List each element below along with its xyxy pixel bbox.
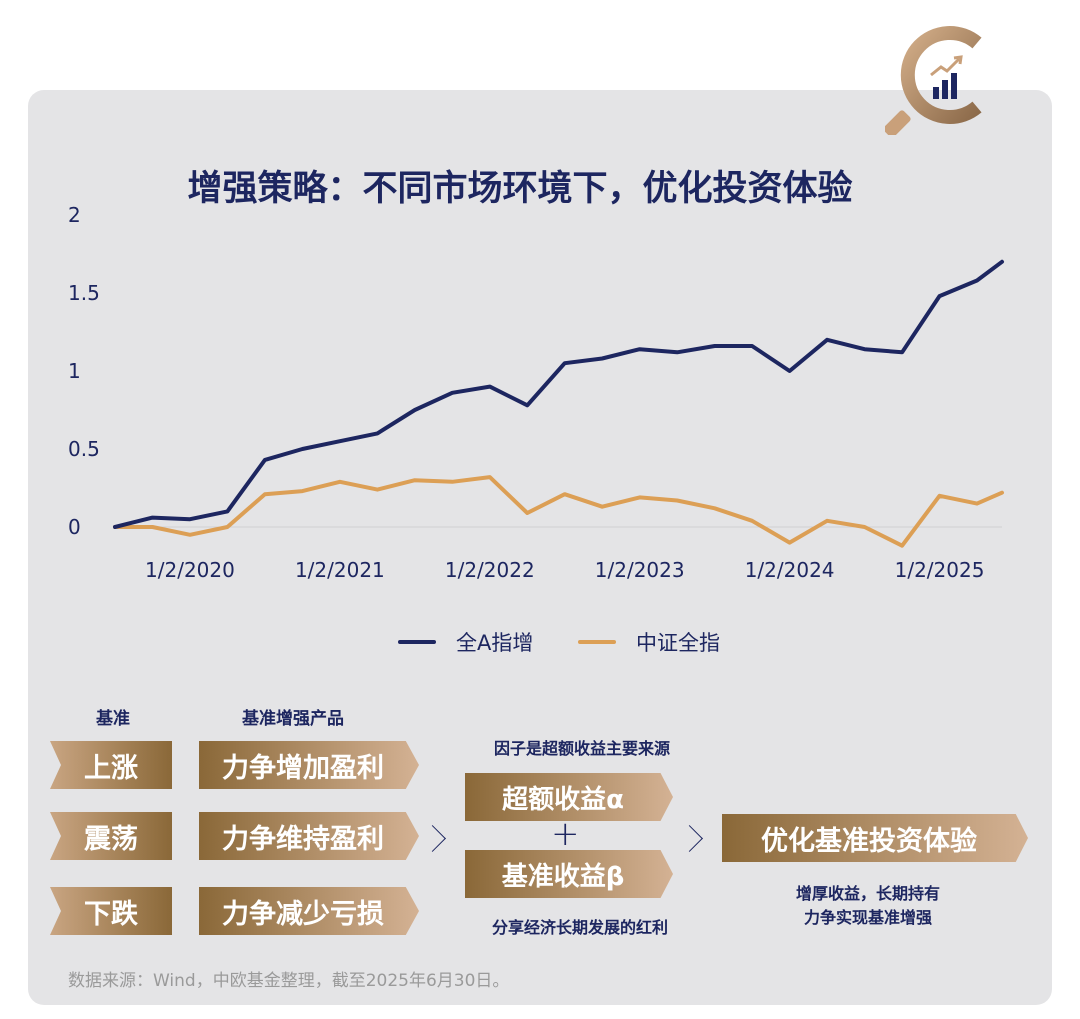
series-line-0 bbox=[113, 259, 1004, 529]
alpha-tag: 超额收益α bbox=[465, 773, 673, 821]
product-tag-down: 力争减少亏损 bbox=[199, 887, 419, 935]
base-tag-range: 震荡 bbox=[50, 812, 172, 860]
x-tick-label: 1/2/2021 bbox=[295, 558, 385, 582]
x-tick-label: 1/2/2024 bbox=[745, 558, 835, 582]
column-head-product: 基准增强产品 bbox=[242, 709, 344, 729]
x-tick-label: 1/2/2025 bbox=[895, 558, 985, 582]
chart-title: 增强策略：不同市场环境下，优化投资体验 bbox=[187, 169, 853, 209]
product-tag-label: 力争增加盈利 bbox=[222, 752, 384, 784]
result-note-1: 增厚收益，长期持有 bbox=[795, 884, 940, 903]
beta-label: 基准收益β bbox=[501, 861, 625, 892]
y-tick-label: 0 bbox=[68, 515, 81, 539]
source-note: 数据来源：Wind，中欧基金整理，截至2025年6月30日。 bbox=[68, 971, 510, 991]
product-tag-range: 力争维持盈利 bbox=[199, 812, 419, 860]
base-tag-up: 上涨 bbox=[50, 741, 172, 789]
result-tag: 优化基准投资体验 bbox=[722, 814, 1028, 862]
product-tag-label: 力争维持盈利 bbox=[222, 823, 384, 855]
y-tick-label: 0.5 bbox=[68, 437, 100, 461]
product-tag-label: 力争减少亏损 bbox=[222, 898, 384, 930]
series-line-1 bbox=[113, 475, 1004, 548]
base-tag-label: 上涨 bbox=[84, 752, 138, 784]
base-tag-label: 下跌 bbox=[84, 898, 138, 930]
y-tick-label: 1 bbox=[68, 359, 81, 383]
product-tag-up: 力争增加盈利 bbox=[199, 741, 419, 789]
x-tick-label: 1/2/2023 bbox=[595, 558, 685, 582]
magnifier-chart-logo-icon bbox=[885, 26, 982, 135]
base-tag-label: 震荡 bbox=[84, 823, 138, 855]
x-tick-label: 1/2/2020 bbox=[145, 558, 235, 582]
legend-label-a: 全A指增 bbox=[456, 631, 534, 655]
plus-sign: + bbox=[551, 814, 580, 854]
base-tag-down: 下跌 bbox=[50, 887, 172, 935]
share-note: 分享经济长期发展的红利 bbox=[491, 918, 668, 937]
legend-swatch-b bbox=[578, 640, 616, 644]
y-tick-label: 1.5 bbox=[68, 281, 100, 305]
legend-swatch-a bbox=[398, 640, 436, 644]
x-tick-label: 1/2/2022 bbox=[445, 558, 535, 582]
column-head-base: 基准 bbox=[96, 709, 130, 729]
legend-item-a: 全A指增 bbox=[398, 627, 533, 657]
legend-label-b: 中证全指 bbox=[636, 631, 720, 655]
beta-tag: 基准收益β bbox=[465, 850, 673, 898]
result-label: 优化基准投资体验 bbox=[761, 825, 977, 857]
legend-item-b: 中证全指 bbox=[578, 627, 720, 657]
alpha-label: 超额收益α bbox=[502, 784, 624, 815]
result-note-2: 力争实现基准增强 bbox=[803, 908, 932, 927]
factor-note: 因子是超额收益主要来源 bbox=[493, 739, 670, 758]
y-tick-label: 2 bbox=[68, 203, 81, 227]
